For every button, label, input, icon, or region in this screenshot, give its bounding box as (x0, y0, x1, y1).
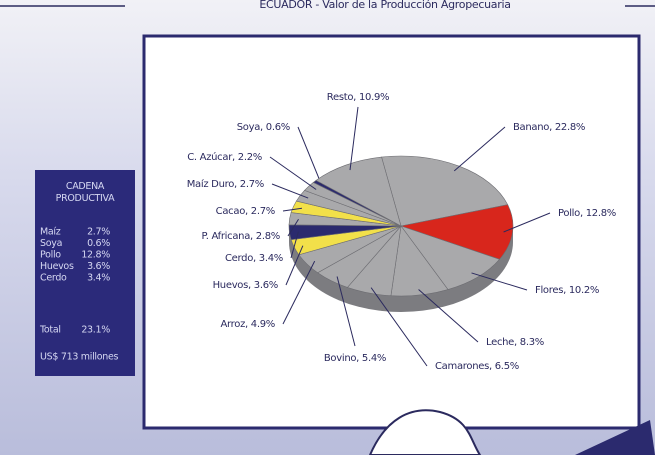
box-value: 23.1% (81, 325, 110, 336)
box-value: 12.8% (81, 250, 110, 261)
slice-label: Pollo, 12.8% (558, 208, 616, 219)
slice-label: Cerdo, 3.4% (225, 253, 283, 264)
box-value: 0.6% (87, 238, 110, 249)
slice-label: Arroz, 4.9% (221, 319, 276, 330)
box-value: 3.4% (87, 273, 110, 284)
slice-label: Huevos, 3.6% (213, 280, 278, 291)
slice-label: Soya, 0.6% (237, 122, 290, 133)
box-label: Cerdo (40, 273, 67, 284)
slice-label: C. Azúcar, 2.2% (187, 151, 262, 163)
slice-label: P. Africana, 2.8% (202, 231, 280, 242)
box-label: Maíz (40, 227, 61, 238)
box-label: Huevos (40, 261, 74, 272)
chart-title: ECUADOR - Valor de la Producción Agropec… (259, 0, 510, 11)
box-label: Soya (40, 238, 62, 249)
slice-label: Banano, 22.8% (513, 122, 585, 133)
slice-label: Maíz Duro, 2.7% (187, 178, 264, 190)
slice-label: Camarones, 6.5% (435, 361, 519, 372)
chart: ECUADOR - Valor de la Producción Agropec… (0, 0, 655, 455)
slice-label: Resto, 10.9% (327, 92, 389, 103)
box-label: Total (39, 325, 61, 336)
slice-label: Flores, 10.2% (535, 285, 599, 296)
box-value: 2.7% (87, 227, 110, 238)
slice-label: Bovino, 5.4% (324, 353, 386, 364)
box-label: Pollo (40, 250, 61, 261)
box-footer: US$ 713 millones (40, 352, 119, 363)
slice-label: Cacao, 2.7% (216, 206, 275, 217)
box-value: 3.6% (87, 261, 110, 272)
slice-label: Leche, 8.3% (486, 337, 544, 348)
